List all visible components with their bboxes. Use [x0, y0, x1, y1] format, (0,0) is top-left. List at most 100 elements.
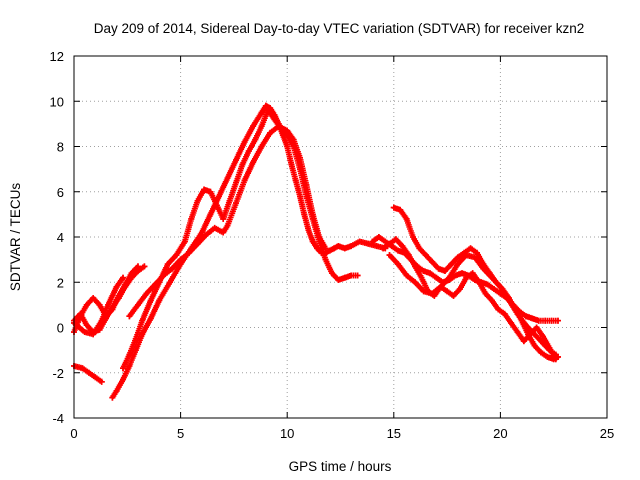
- series-track-10: [380, 236, 559, 363]
- data-point: [369, 238, 376, 245]
- data-point: [96, 326, 103, 333]
- series-track-1: [71, 263, 141, 336]
- data-point: [399, 243, 406, 250]
- data-point: [262, 102, 269, 109]
- data-point: [454, 254, 461, 261]
- data-point: [164, 261, 171, 268]
- data-point: [126, 351, 133, 358]
- data-point: [250, 123, 257, 130]
- data-point: [77, 310, 84, 317]
- data-point: [245, 148, 252, 155]
- data-point: [540, 333, 547, 340]
- data-point: [531, 342, 538, 349]
- data-point: [463, 252, 470, 259]
- data-point: [258, 109, 265, 116]
- data-point: [305, 227, 312, 234]
- data-point: [309, 238, 316, 245]
- data-point: [207, 188, 214, 195]
- data-point: [390, 204, 397, 211]
- data-point: [529, 315, 536, 322]
- series-track-4: [71, 362, 105, 385]
- y-tick-label: 8: [57, 140, 64, 155]
- data-point: [233, 200, 240, 207]
- data-point: [535, 317, 542, 324]
- data-point: [322, 245, 329, 252]
- data-point: [335, 243, 342, 250]
- data-point: [412, 279, 419, 286]
- series-track-7: [126, 123, 329, 320]
- data-point: [488, 274, 495, 281]
- data-point: [403, 272, 410, 279]
- data-point: [220, 229, 227, 236]
- data-point: [456, 286, 463, 293]
- chart-title: Day 209 of 2014, Sidereal Day-to-day VTE…: [94, 21, 584, 36]
- data-point: [90, 329, 97, 336]
- data-point: [173, 252, 180, 259]
- data-point: [267, 129, 274, 136]
- data-point: [514, 310, 521, 317]
- data-point: [288, 161, 295, 168]
- data-point: [303, 181, 310, 188]
- data-point: [143, 290, 150, 297]
- data-point: [292, 177, 299, 184]
- data-point: [548, 317, 555, 324]
- data-point: [252, 136, 259, 143]
- series-track-11: [386, 252, 559, 358]
- data-point: [290, 136, 297, 143]
- series-track-6: [120, 107, 361, 372]
- data-point: [435, 265, 442, 272]
- data-point: [128, 274, 135, 281]
- data-point: [392, 236, 399, 243]
- data-point: [488, 297, 495, 304]
- data-point: [508, 319, 515, 326]
- data-point: [79, 365, 86, 372]
- y-tick-label: 6: [57, 185, 64, 200]
- data-point: [241, 138, 248, 145]
- data-point: [386, 240, 393, 247]
- data-point: [463, 274, 470, 281]
- data-point: [126, 313, 133, 320]
- data-point: [328, 270, 335, 277]
- x-tick-label: 5: [177, 426, 184, 441]
- series-track-5: [109, 102, 389, 401]
- data-point: [546, 347, 553, 354]
- data-point: [348, 243, 355, 250]
- series-line: [71, 263, 141, 335]
- data-point: [454, 261, 461, 268]
- data-point: [275, 123, 282, 130]
- data-point: [501, 310, 508, 317]
- data-point: [92, 374, 99, 381]
- x-tick-label: 15: [387, 426, 401, 441]
- data-point: [224, 175, 231, 182]
- data-point: [109, 304, 116, 311]
- data-point: [544, 353, 551, 360]
- data-point: [412, 263, 419, 270]
- data-point: [542, 317, 549, 324]
- data-point: [233, 179, 240, 186]
- data-point: [126, 362, 133, 369]
- data-point: [422, 252, 429, 259]
- data-point: [194, 197, 201, 204]
- data-point: [115, 295, 122, 302]
- data-point: [341, 274, 348, 281]
- data-point: [473, 249, 480, 256]
- data-point: [552, 351, 559, 358]
- data-point: [522, 313, 529, 320]
- data-point: [83, 301, 90, 308]
- data-point: [113, 283, 120, 290]
- data-point: [207, 211, 214, 218]
- data-point: [134, 267, 141, 274]
- data-point: [201, 186, 208, 193]
- data-point: [322, 256, 329, 263]
- data-point: [375, 234, 382, 240]
- data-point: [403, 215, 410, 222]
- data-point: [409, 234, 416, 240]
- data-point: [469, 270, 476, 277]
- data-point: [459, 270, 466, 277]
- data-point: [177, 256, 184, 263]
- data-point: [484, 281, 491, 288]
- y-tick-label: 4: [57, 230, 64, 245]
- data-point: [420, 288, 427, 295]
- data-point: [147, 315, 154, 322]
